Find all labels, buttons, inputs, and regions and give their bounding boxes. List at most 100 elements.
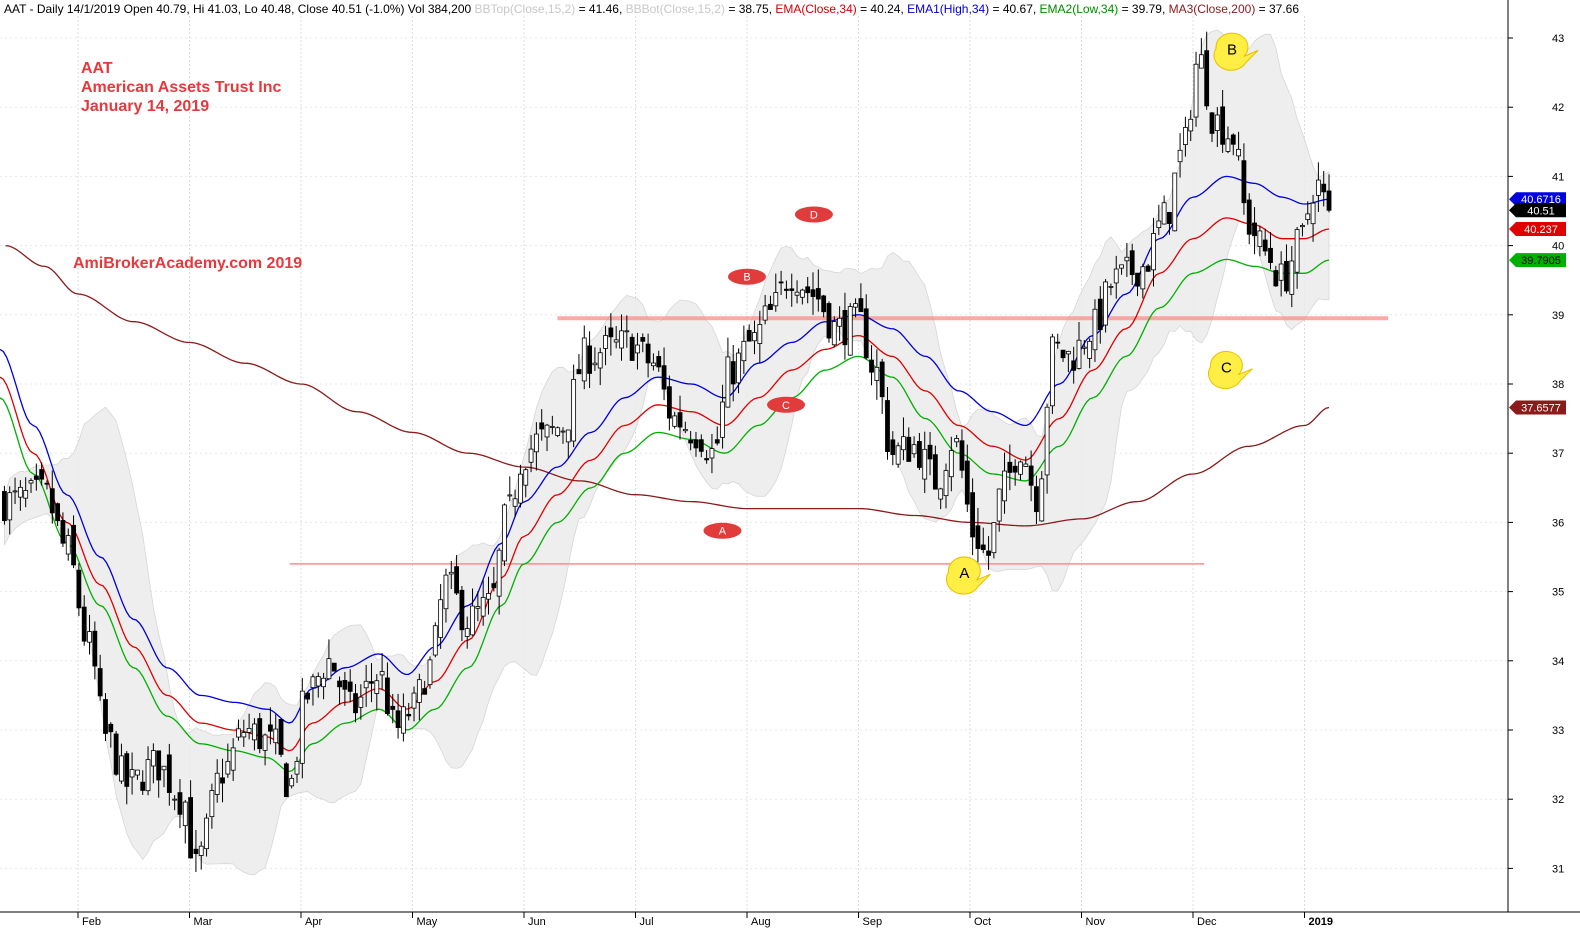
x-tick-label: Oct xyxy=(974,916,991,928)
candle-body xyxy=(363,680,369,689)
candle-body xyxy=(1039,478,1045,522)
candle-body xyxy=(1028,465,1034,486)
bollinger-bands xyxy=(4,29,1330,876)
candle-body xyxy=(1092,308,1098,351)
candle-body xyxy=(1044,406,1050,476)
candle-body xyxy=(672,415,678,427)
y-tick-label: 38 xyxy=(1552,379,1564,391)
candle-body xyxy=(576,369,582,375)
annotations: A B C D A B C xyxy=(703,32,1259,595)
candle-body xyxy=(948,450,954,478)
candle-body xyxy=(1198,54,1204,69)
x-tick-label: Nov xyxy=(1086,916,1106,928)
candle-body xyxy=(581,337,587,382)
candle-body xyxy=(847,306,853,356)
candle-body xyxy=(326,658,332,680)
candle-body xyxy=(416,679,422,703)
candle-body xyxy=(528,448,534,463)
candle-body xyxy=(789,288,795,291)
candle-body xyxy=(7,492,13,521)
candle-body xyxy=(560,430,566,433)
candle-body xyxy=(725,356,731,408)
candle-body xyxy=(874,366,880,381)
candle-body xyxy=(353,693,358,714)
candle-body xyxy=(1012,465,1018,473)
candle-body xyxy=(518,473,523,504)
price-tag-label: 40.51 xyxy=(1527,205,1555,217)
candle-body xyxy=(890,439,896,455)
candle-body xyxy=(347,681,353,692)
candle-body xyxy=(379,671,385,676)
candle-body xyxy=(103,699,108,734)
candle-body xyxy=(932,454,938,490)
candle-body xyxy=(177,792,183,815)
y-tick-label: 39 xyxy=(1552,310,1564,322)
candle-body xyxy=(682,429,688,432)
header-segment: = 37.66 xyxy=(1255,2,1300,16)
candle-body xyxy=(1156,220,1162,229)
candle-body xyxy=(752,332,757,342)
candle-body xyxy=(975,525,981,549)
candle-body xyxy=(161,765,167,771)
candle-body xyxy=(624,330,630,333)
candle-body xyxy=(1257,230,1263,247)
candle-body xyxy=(369,681,374,684)
y-tick-label: 32 xyxy=(1552,794,1564,806)
header-segment: BBBot(Close,15,2) xyxy=(625,2,726,16)
candle-body xyxy=(704,458,710,461)
yellow-callout-label: B xyxy=(1227,41,1237,58)
candle-body xyxy=(1129,250,1135,276)
candle-body xyxy=(294,761,300,775)
candle-body xyxy=(246,727,252,733)
candle-body xyxy=(666,386,672,419)
candle-body xyxy=(273,728,279,744)
y-tick-label: 35 xyxy=(1552,587,1564,599)
candle-body xyxy=(544,424,550,438)
ema-low-line xyxy=(0,258,1330,773)
candle-body xyxy=(549,426,555,428)
header-segment: = 40.24, xyxy=(856,2,908,16)
candle-body xyxy=(677,412,683,428)
candle-body xyxy=(970,492,976,538)
candle-body xyxy=(842,310,848,346)
y-tick-label: 36 xyxy=(1552,517,1564,529)
candle-body xyxy=(858,298,864,313)
candle-body xyxy=(1103,281,1109,326)
y-tick-label: 33 xyxy=(1552,725,1564,737)
candle-body xyxy=(278,719,284,755)
red-oval-marker xyxy=(794,206,833,223)
ema-close-line xyxy=(0,217,1330,752)
candle-body xyxy=(496,549,502,597)
candle-body xyxy=(651,362,656,367)
watermark-text: AmiBrokerAcademy.com 2019 xyxy=(73,255,303,272)
candle-body xyxy=(81,606,87,642)
header-segment: MA3(Close,200) xyxy=(1168,2,1256,16)
candle-body xyxy=(315,676,321,687)
candle-body xyxy=(49,488,55,514)
candle-body xyxy=(810,289,816,297)
yellow-callout-label: A xyxy=(959,565,969,582)
candle-body xyxy=(1225,138,1231,152)
candle-body xyxy=(97,668,103,697)
candle-body xyxy=(901,436,906,451)
candle-body xyxy=(1034,486,1039,513)
candle-body xyxy=(1214,114,1220,131)
candle-body xyxy=(1124,256,1130,262)
red-oval-label: D xyxy=(810,209,818,221)
candle-body xyxy=(87,631,92,643)
candle-body xyxy=(459,589,465,631)
price-tag-label: 40.6716 xyxy=(1521,194,1561,206)
chart-date: January 14, 2019 xyxy=(81,98,210,115)
price-tag-box xyxy=(1509,203,1566,218)
candle-body xyxy=(587,345,592,374)
candle-body xyxy=(390,705,396,710)
candle-body xyxy=(1097,298,1103,331)
candle-body xyxy=(448,571,454,575)
candle-body xyxy=(635,344,640,354)
candle-body xyxy=(108,723,114,733)
candle-body xyxy=(1135,272,1140,287)
candle-body xyxy=(1087,340,1093,359)
